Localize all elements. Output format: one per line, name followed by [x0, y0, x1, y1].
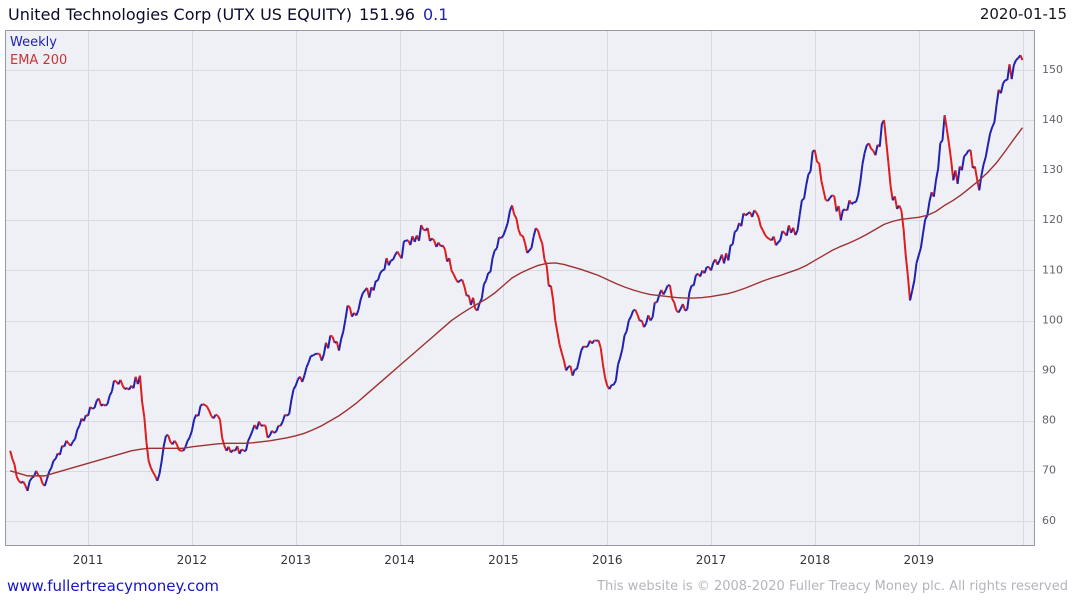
last-price: 151.96: [358, 4, 415, 24]
page-footer: www.fullertreacymoney.com This website i…: [0, 576, 1075, 600]
instrument-name: United Technologies Corp (UTX US EQUITY): [8, 4, 352, 24]
instrument-title: United Technologies Corp (UTX US EQUITY)…: [8, 5, 448, 24]
legend-ema-200: EMA 200: [10, 53, 68, 68]
chart-date: 2020-01-15: [979, 5, 1067, 23]
price-chart-canvas[interactable]: [0, 26, 1075, 576]
copyright-text: This website is © 2008-2020 Fuller Treac…: [597, 578, 1068, 594]
plot-area: Weekly EMA 200: [0, 26, 1075, 576]
chart-legend: Weekly EMA 200: [10, 34, 67, 70]
site-link[interactable]: www.fullertreacymoney.com: [7, 577, 220, 595]
chart-header: United Technologies Corp (UTX US EQUITY)…: [0, 0, 1075, 26]
price-change: 0.1: [422, 4, 449, 24]
legend-weekly: Weekly: [10, 35, 57, 50]
